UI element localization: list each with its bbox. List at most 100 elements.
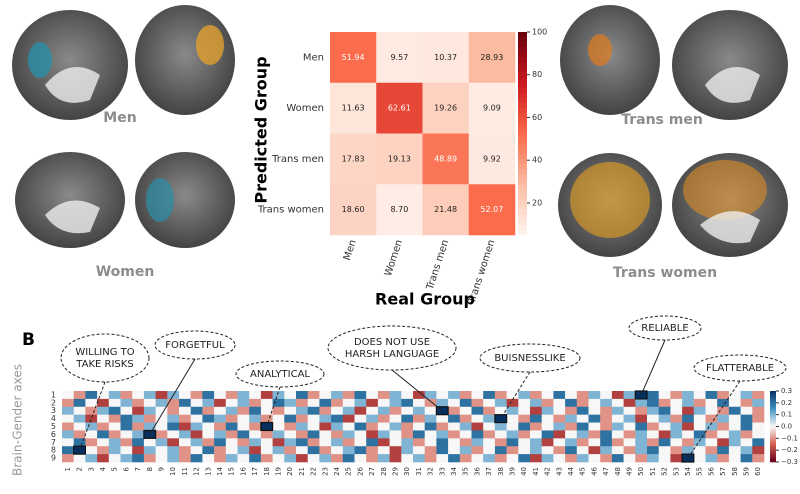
heatmap-cell	[471, 430, 484, 439]
heatmap-cell	[541, 406, 554, 415]
heatmap-cell	[717, 422, 730, 431]
heatmap-cell	[307, 398, 320, 408]
heatmap-cell	[214, 406, 227, 415]
heatmap-cell	[530, 454, 542, 463]
heatmap-cell	[366, 446, 379, 455]
heatmap-cell	[342, 391, 355, 400]
callout-bubble	[693, 354, 787, 382]
heatmap-cell	[494, 446, 507, 455]
heatmap-cell	[214, 454, 227, 463]
heatmap-cell	[682, 422, 695, 431]
heatmap-cell	[647, 438, 659, 447]
heatmap-cell	[225, 446, 238, 455]
heatmap-cell	[483, 398, 496, 408]
heatmap-cell	[296, 422, 308, 431]
x-tick-label: 44	[567, 466, 575, 475]
heatmap-cell	[588, 430, 601, 439]
heatmap-cell	[494, 398, 507, 408]
heatmap-cell	[272, 406, 285, 415]
heatmap-cell	[541, 414, 554, 423]
colorbar-segment	[770, 438, 776, 441]
heatmap-cell	[62, 398, 74, 408]
cell-label: 18.60	[342, 205, 365, 214]
x-tick-label: 53	[672, 467, 680, 476]
heatmap-cell	[120, 414, 133, 423]
y-tick-label: 3	[51, 406, 56, 415]
heatmap-cell	[647, 446, 659, 455]
colorbar-segment	[518, 148, 527, 155]
x-tick-label: 24	[333, 466, 341, 475]
heatmap-cell	[108, 406, 121, 415]
heatmap-cell	[635, 438, 648, 447]
heatmap-cell	[97, 438, 110, 447]
heatmap-cell	[494, 406, 507, 415]
heatmap-cell	[179, 446, 191, 455]
heatmap-cell	[752, 430, 765, 439]
heatmap-cell	[401, 454, 414, 463]
x-tick-label: 56	[707, 466, 715, 475]
heatmap-cell	[190, 406, 203, 415]
heatmap-cell	[272, 430, 285, 439]
x-tick-label: 15	[228, 467, 236, 476]
heatmap-cell	[167, 414, 180, 423]
x-tick-label: 42	[544, 467, 552, 476]
heatmap-cell	[108, 398, 121, 408]
heatmap-cell	[155, 414, 168, 423]
callout-text: HARSH LANGUAGE	[345, 349, 439, 360]
heatmap-cell	[73, 422, 86, 431]
heatmap-cell	[705, 438, 718, 447]
heatmap-cell	[354, 430, 367, 439]
heatmap-cell	[658, 430, 671, 439]
heatmap-cell	[518, 414, 531, 423]
heatmap-cell	[448, 406, 461, 415]
heatmap-cell	[108, 422, 121, 431]
heatmap-cell	[284, 446, 297, 455]
heatmap-cell	[260, 391, 273, 400]
heatmap-cell	[120, 422, 133, 431]
colorbar-tick-label: 0.1	[781, 411, 792, 419]
heatmap-cell	[389, 438, 402, 447]
heatmap-cell	[705, 391, 718, 400]
heatmap-cell	[647, 422, 659, 431]
x-tick-label: 21	[298, 467, 306, 476]
callout-bubble	[154, 330, 236, 360]
heatmap-cell	[377, 454, 390, 463]
heatmap-cell	[319, 414, 332, 423]
heatmap-cell	[448, 438, 461, 447]
heatmap-cell	[565, 446, 578, 455]
y-tick-label: Men	[303, 52, 324, 63]
x-tick-label: 40	[520, 467, 528, 476]
x-tick-label: 7	[134, 467, 142, 471]
heatmap-cell	[296, 406, 308, 415]
heatmap-cell	[436, 454, 449, 463]
heatmap-cell	[401, 398, 414, 408]
heatmap-cell	[296, 446, 308, 455]
heatmap-cell	[214, 430, 227, 439]
heatmap-cell	[249, 406, 262, 415]
heatmap-cell	[670, 446, 683, 455]
heatmap-cell	[97, 398, 110, 408]
callout-text: BUISNESSLIKE	[494, 353, 565, 364]
heatmap-cell	[413, 430, 425, 439]
colorbar-segment	[518, 62, 527, 68]
x-tick-label: 59	[742, 467, 750, 476]
heatmap-cell	[576, 438, 589, 447]
colorbar-segment	[518, 209, 527, 215]
heatmap-cell	[307, 391, 320, 400]
colorbar-segment	[518, 214, 527, 221]
heatmap-cell	[179, 422, 191, 431]
callout-bubble	[327, 325, 457, 371]
heatmap-cell	[518, 406, 531, 415]
heatmap-cell	[459, 391, 472, 400]
x-tick-label: 5	[111, 467, 119, 471]
heatmap-cell	[413, 391, 425, 400]
heatmap-cell	[422, 32, 470, 84]
heatmap-cell	[635, 454, 648, 463]
heatmap-cell	[635, 406, 648, 415]
x-tick-label: 20	[286, 467, 294, 476]
x-tick-label: 10	[169, 467, 177, 476]
callout-bubble	[479, 343, 581, 373]
heatmap-cell	[740, 430, 753, 439]
heatmap-cell	[307, 406, 320, 415]
x-tick-label: 55	[696, 467, 704, 476]
